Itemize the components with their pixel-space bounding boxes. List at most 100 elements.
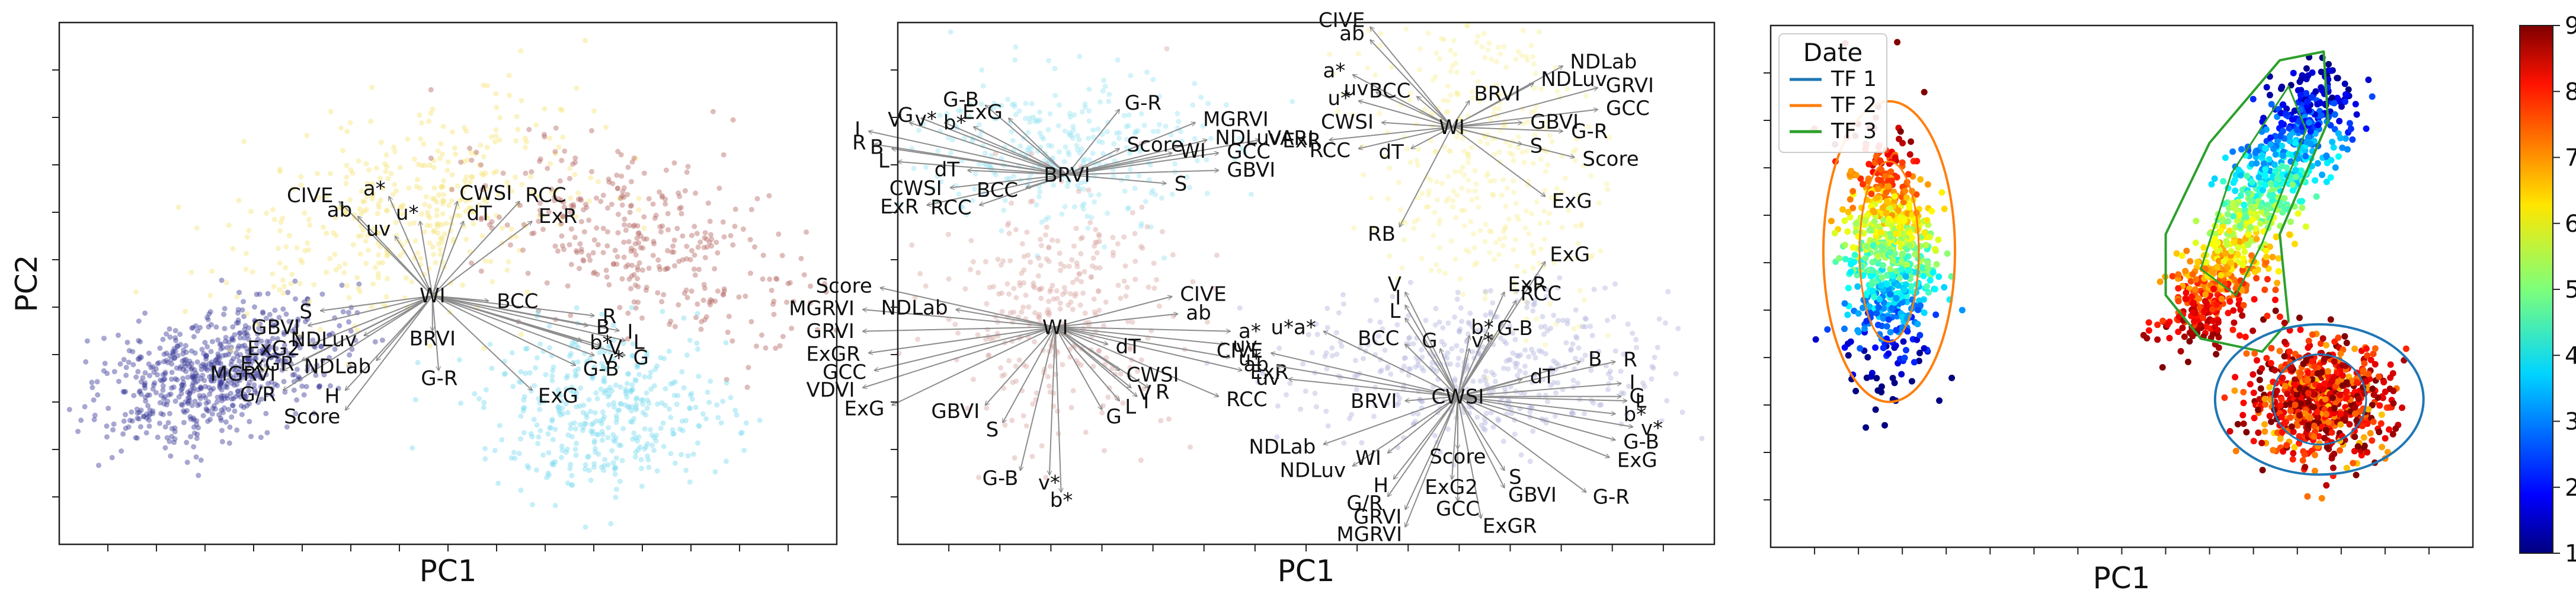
data-point — [415, 360, 421, 365]
loading-label: ExG — [1552, 190, 1592, 213]
data-point — [92, 412, 98, 418]
data-point — [1096, 348, 1102, 354]
data-point — [763, 345, 769, 351]
data-point — [625, 310, 631, 316]
data-point — [578, 385, 584, 391]
data-point — [299, 383, 305, 389]
data-point — [1839, 206, 1846, 213]
data-point — [1058, 267, 1064, 273]
data-point — [617, 305, 623, 311]
data-point — [1204, 190, 1210, 196]
data-point — [1557, 275, 1563, 281]
data-point — [182, 363, 188, 369]
data-point — [740, 226, 746, 232]
data-point — [422, 162, 428, 168]
data-point — [629, 305, 635, 311]
data-point — [1440, 325, 1446, 331]
data-point — [624, 394, 630, 400]
data-point — [1465, 177, 1471, 183]
data-point — [157, 400, 163, 406]
data-point — [126, 359, 132, 365]
data-point — [1869, 267, 1876, 274]
data-point — [635, 299, 641, 305]
data-point — [152, 380, 158, 386]
data-point — [346, 319, 352, 325]
data-point — [1452, 376, 1458, 382]
data-point — [1150, 187, 1156, 193]
data-point — [1917, 176, 1924, 183]
data-point — [700, 411, 706, 417]
data-point — [622, 222, 627, 228]
data-point — [1121, 278, 1127, 284]
data-point — [1372, 72, 1378, 78]
data-point — [181, 420, 187, 426]
data-point — [217, 342, 223, 347]
data-point — [573, 452, 579, 458]
data-point — [298, 174, 304, 180]
data-point — [600, 250, 606, 256]
data-point — [411, 156, 417, 162]
data-point — [1528, 43, 1534, 49]
data-point — [1503, 64, 1509, 70]
data-point — [1016, 108, 1022, 114]
data-point — [624, 381, 630, 387]
data-point — [684, 352, 690, 358]
data-point — [142, 370, 148, 376]
data-point — [1289, 98, 1295, 104]
data-point — [1359, 440, 1365, 446]
data-point — [1125, 123, 1131, 129]
data-point — [353, 337, 359, 343]
data-point — [248, 209, 254, 215]
data-point — [493, 133, 499, 139]
data-point — [1151, 285, 1157, 291]
data-point — [2313, 193, 2320, 200]
data-point — [1461, 172, 1467, 178]
data-point — [160, 372, 166, 378]
data-point — [748, 319, 754, 324]
data-point — [213, 324, 219, 330]
data-point — [467, 145, 472, 151]
data-point — [316, 384, 322, 390]
data-point — [179, 382, 185, 388]
data-point — [1862, 217, 1869, 224]
panel-a-ylabel: PC2 — [9, 255, 44, 312]
data-point — [1887, 249, 1894, 256]
data-point — [638, 233, 644, 239]
data-point — [237, 372, 243, 378]
data-point — [1057, 300, 1063, 306]
data-point — [529, 169, 535, 175]
data-point — [102, 361, 108, 366]
data-point — [1025, 252, 1031, 258]
data-point — [1038, 243, 1044, 248]
data-point — [560, 135, 566, 140]
data-point — [2353, 111, 2360, 118]
data-point — [613, 413, 619, 419]
data-point — [506, 72, 512, 78]
data-point — [216, 370, 222, 376]
data-point — [676, 302, 681, 308]
data-point — [1650, 365, 1656, 371]
data-point — [1874, 194, 1881, 201]
data-point — [277, 260, 283, 266]
data-point — [164, 435, 170, 441]
data-point — [1511, 158, 1516, 164]
data-point — [666, 348, 672, 354]
data-point — [1164, 46, 1170, 52]
data-point — [435, 148, 441, 154]
data-point — [415, 161, 421, 167]
data-point — [1027, 115, 1033, 121]
data-point — [123, 389, 129, 394]
data-point — [82, 404, 88, 410]
data-point — [1517, 368, 1523, 374]
loading-label: GBVI — [251, 316, 300, 340]
data-point — [1899, 251, 1906, 258]
data-point — [661, 356, 667, 362]
data-point — [1276, 345, 1282, 351]
data-point — [315, 170, 321, 176]
data-point — [2219, 216, 2226, 223]
data-point — [219, 439, 225, 445]
data-point — [1699, 436, 1705, 441]
data-point — [665, 248, 670, 254]
data-point — [1570, 341, 1576, 347]
data-point — [258, 396, 264, 402]
